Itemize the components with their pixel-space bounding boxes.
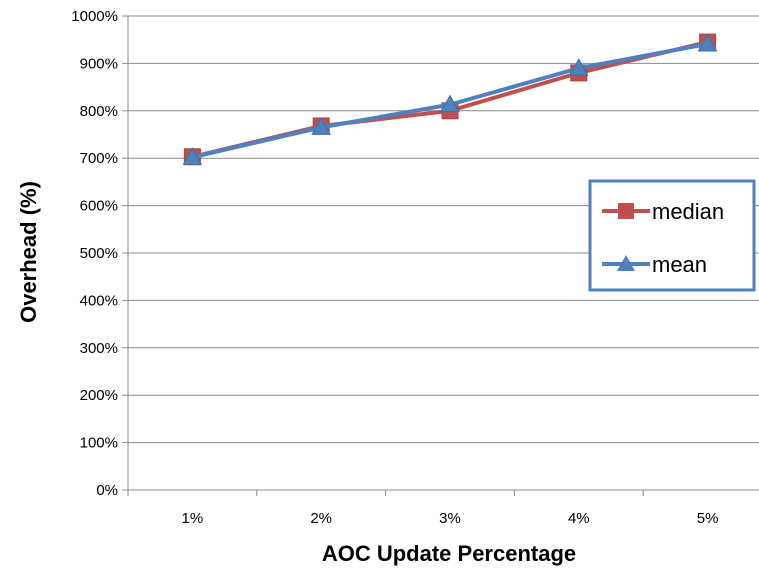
y-tick-labels: 0% 100% 200% 300% 400% 500% 600% 700% 800% 900% 10… xyxy=(71,8,118,499)
y-tick-label: 0% xyxy=(96,482,118,499)
y-tick-label: 1000% xyxy=(71,8,118,25)
series-mean xyxy=(182,33,718,165)
x-tick-label: 3% xyxy=(439,510,461,527)
legend-label-median: median xyxy=(652,199,724,224)
x-tick-label: 1% xyxy=(182,510,204,527)
legend-item-median: median xyxy=(602,199,724,224)
legend-box xyxy=(588,179,756,292)
data-point-mean xyxy=(697,33,718,52)
legend-marker-median xyxy=(618,203,634,219)
y-tick-label: 300% xyxy=(80,340,118,357)
y-tick-label: 600% xyxy=(80,198,118,215)
data-point-mean xyxy=(311,117,332,135)
y-tick-label: 500% xyxy=(80,245,118,262)
legend-marker-mean xyxy=(617,255,635,271)
y-tick-label: 700% xyxy=(80,150,118,167)
y-tick-label: 800% xyxy=(80,103,118,120)
legend: median mean xyxy=(588,179,756,292)
x-tick-label: 2% xyxy=(310,510,332,527)
data-point-mean xyxy=(440,94,460,113)
x-tick-label: 5% xyxy=(697,510,719,527)
x-tick-labels: 1% 2% 3% 4% 5% xyxy=(182,510,719,527)
data-point-mean xyxy=(182,147,203,165)
y-axis-title: Overhead (%) xyxy=(16,181,41,323)
data-point-mean xyxy=(568,58,589,76)
x-axis-title: AOC Update Percentage xyxy=(322,541,576,566)
x-tick-label: 4% xyxy=(568,510,590,527)
y-tick-label: 900% xyxy=(80,55,118,72)
y-tick-label: 100% xyxy=(80,435,118,452)
y-tick-label: 200% xyxy=(80,387,118,404)
y-tick-label: 400% xyxy=(80,292,118,309)
axes xyxy=(122,15,759,496)
legend-item-mean: mean xyxy=(602,252,707,277)
series xyxy=(182,33,718,166)
gridlines xyxy=(128,15,759,444)
legend-label-mean: mean xyxy=(652,252,707,277)
